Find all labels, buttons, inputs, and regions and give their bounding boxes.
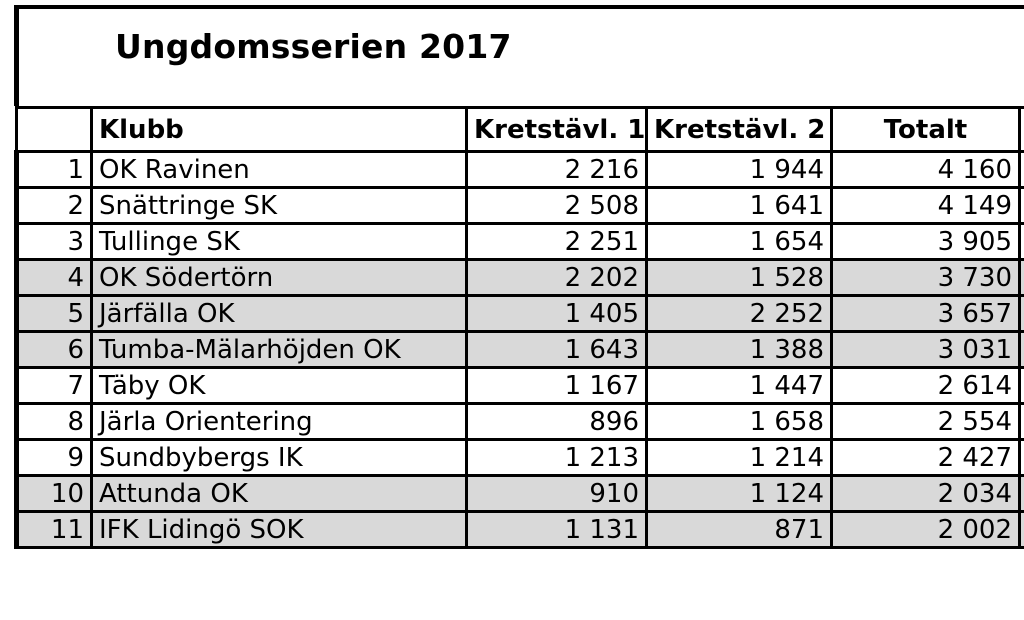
kretstavl-2-cell: 1 214 — [645, 438, 833, 477]
extra-cell — [1018, 258, 1024, 297]
kretstavl-1-cell: 910 — [465, 474, 648, 513]
total-cell: 4 149 — [830, 186, 1021, 225]
club-cell: Snättringe SK — [90, 186, 468, 225]
club-cell: Tumba-Mälarhöjden OK — [90, 330, 468, 369]
extra-cell — [1018, 330, 1024, 369]
extra-cell — [1018, 474, 1024, 513]
total-cell: 3 905 — [830, 222, 1021, 261]
page-title: Ungdomsserien 2017 — [115, 27, 512, 66]
kretstavl-2-cell: 1 388 — [645, 330, 833, 369]
total-cell: 2 034 — [830, 474, 1021, 513]
extra-cell — [1018, 510, 1024, 549]
rank-cell: 4 — [14, 258, 93, 297]
rank-cell: 7 — [14, 366, 93, 405]
rank-cell: 2 — [14, 186, 93, 225]
club-cell: Täby OK — [90, 366, 468, 405]
kretstavl-1-cell: 1 167 — [465, 366, 648, 405]
kretstavl-1-cell: 1 213 — [465, 438, 648, 477]
total-cell: 3 031 — [830, 330, 1021, 369]
kretstavl-1-cell: 2 251 — [465, 222, 648, 261]
header-extra — [1018, 106, 1024, 153]
kretstavl-2-cell: 1 528 — [645, 258, 833, 297]
total-cell: 3 730 — [830, 258, 1021, 297]
kretstavl-1-cell: 2 216 — [465, 150, 648, 189]
club-cell: Tullinge SK — [90, 222, 468, 261]
club-cell: Attunda OK — [90, 474, 468, 513]
kretstavl-1-cell: 896 — [465, 402, 648, 441]
extra-cell — [1018, 186, 1024, 225]
extra-cell — [1018, 438, 1024, 477]
rank-cell: 8 — [14, 402, 93, 441]
rank-cell: 10 — [14, 474, 93, 513]
kretstavl-2-cell: 1 641 — [645, 186, 833, 225]
table-row: 6 Tumba-Mälarhöjden OK 1 643 1 388 3 031 — [14, 330, 1024, 369]
kretstavl-1-cell: 1 405 — [465, 294, 648, 333]
table-row: 9 Sundbybergs IK 1 213 1 214 2 427 — [14, 438, 1024, 477]
header-club: Klubb — [90, 106, 468, 153]
kretstavl-1-cell: 1 131 — [465, 510, 648, 549]
table-row: 3 Tullinge SK 2 251 1 654 3 905 — [14, 222, 1024, 261]
header-kretstavl-1: Kretstävl. 1 — [465, 106, 648, 153]
extra-cell — [1018, 222, 1024, 261]
table-row: 2 Snättringe SK 2 508 1 641 4 149 — [14, 186, 1024, 225]
kretstavl-2-cell: 1 447 — [645, 366, 833, 405]
kretstavl-1-cell: 2 508 — [465, 186, 648, 225]
header-total: Totalt — [830, 106, 1021, 153]
total-cell: 3 657 — [830, 294, 1021, 333]
header-row: Klubb Kretstävl. 1 Kretstävl. 2 Totalt — [15, 106, 1024, 153]
table-row: 4 OK Södertörn 2 202 1 528 3 730 — [14, 258, 1024, 297]
club-cell: OK Södertörn — [90, 258, 468, 297]
kretstavl-1-cell: 2 202 — [465, 258, 648, 297]
total-cell: 2 554 — [830, 402, 1021, 441]
kretstavl-2-cell: 1 944 — [645, 150, 833, 189]
kretstavl-2-cell: 2 252 — [645, 294, 833, 333]
table-row: 10 Attunda OK 910 1 124 2 034 — [14, 474, 1024, 513]
rank-cell: 11 — [14, 510, 93, 549]
extra-cell — [1018, 294, 1024, 333]
table-row: 5 Järfälla OK 1 405 2 252 3 657 — [14, 294, 1024, 333]
title-area: Ungdomsserien 2017 — [14, 5, 1024, 106]
kretstavl-2-cell: 1 658 — [645, 402, 833, 441]
kretstavl-1-cell: 1 643 — [465, 330, 648, 369]
club-cell: Sundbybergs IK — [90, 438, 468, 477]
table-row: 1 OK Ravinen 2 216 1 944 4 160 — [14, 150, 1024, 189]
table-row: 7 Täby OK 1 167 1 447 2 614 — [14, 366, 1024, 405]
table-row: 8 Järla Orientering 896 1 658 2 554 — [14, 402, 1024, 441]
club-cell: IFK Lidingö SOK — [90, 510, 468, 549]
kretstavl-2-cell: 871 — [645, 510, 833, 549]
total-cell: 2 427 — [830, 438, 1021, 477]
total-cell: 2 614 — [830, 366, 1021, 405]
club-cell: OK Ravinen — [90, 150, 468, 189]
rank-cell: 3 — [14, 222, 93, 261]
standings-table: Klubb Kretstävl. 1 Kretstävl. 2 Totalt 1… — [14, 106, 1024, 549]
header-rank — [15, 106, 93, 153]
kretstavl-2-cell: 1 654 — [645, 222, 833, 261]
extra-cell — [1018, 402, 1024, 441]
extra-cell — [1018, 150, 1024, 189]
table-row: 11 IFK Lidingö SOK 1 131 871 2 002 — [14, 510, 1024, 549]
rank-cell: 1 — [14, 150, 93, 189]
kretstavl-2-cell: 1 124 — [645, 474, 833, 513]
rank-cell: 9 — [14, 438, 93, 477]
extra-cell — [1018, 366, 1024, 405]
club-cell: Järla Orientering — [90, 402, 468, 441]
total-cell: 4 160 — [830, 150, 1021, 189]
rank-cell: 5 — [14, 294, 93, 333]
club-cell: Järfälla OK — [90, 294, 468, 333]
total-cell: 2 002 — [830, 510, 1021, 549]
rank-cell: 6 — [14, 330, 93, 369]
header-kretstavl-2: Kretstävl. 2 — [645, 106, 833, 153]
